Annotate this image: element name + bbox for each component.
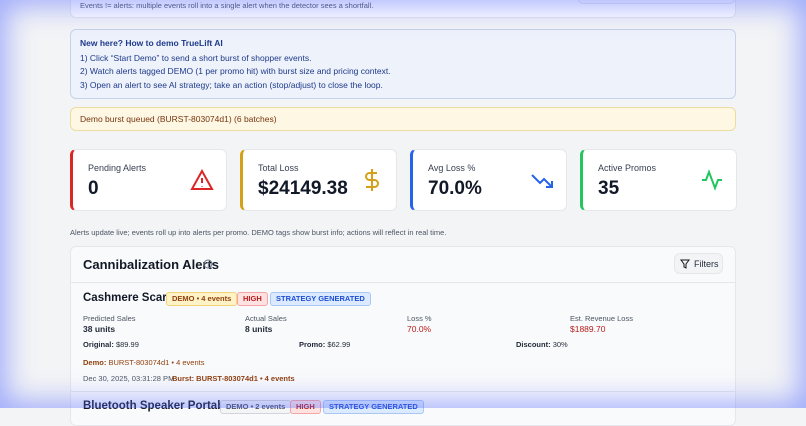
status-text: Demo burst queued (BURST-803074d1) (6 ba… xyxy=(80,114,277,124)
dollar-icon xyxy=(365,169,379,191)
metric-value: $1889.70 xyxy=(570,324,606,334)
stat-card: Pending Alerts 0 xyxy=(70,149,227,211)
badge: STRATEGY GENERATED xyxy=(270,292,371,306)
demo-value: BURST-803074d1 • 4 events xyxy=(108,358,205,367)
alert-name: Bluetooth Speaker Portable xyxy=(83,400,234,412)
price-value: $62.99 xyxy=(327,340,351,349)
stat-value: 0 xyxy=(88,178,99,199)
timestamp: Dec 30, 2025, 03:31:28 PM xyxy=(83,374,175,383)
top-button[interactable] xyxy=(578,0,735,4)
metric-label: Actual Sales xyxy=(245,314,287,323)
badge: HIGH xyxy=(237,292,268,306)
badge: DEMO • 2 events xyxy=(220,400,292,414)
metric-label: Predicted Sales xyxy=(83,314,136,323)
metric-value: 8 units xyxy=(245,324,273,334)
price-value: 30% xyxy=(552,340,568,349)
stat-label: Active Promos xyxy=(598,163,657,173)
divider xyxy=(70,282,736,283)
alerts-panel xyxy=(70,246,736,426)
stat-label: Avg Loss % xyxy=(428,163,476,173)
top-card xyxy=(70,0,736,18)
demo-label: Demo: xyxy=(83,358,107,367)
metric-value: 38 units xyxy=(83,324,116,334)
activity-icon xyxy=(702,169,722,191)
status-banner xyxy=(70,107,736,131)
demo-help xyxy=(70,29,736,99)
panel-title: Cannibalization Alerts xyxy=(83,257,220,272)
stat-label: Total Loss xyxy=(258,163,299,173)
metric-value: 70.0% xyxy=(407,324,432,334)
svg-text:?: ? xyxy=(206,262,210,268)
live-note: Alerts update live; events roll up into … xyxy=(70,228,447,237)
price-value: $89.99 xyxy=(115,340,139,349)
help-icon[interactable]: ? xyxy=(203,259,213,269)
badge: STRATEGY GENERATED xyxy=(323,400,424,414)
metric-label: Loss % xyxy=(407,314,432,323)
divider xyxy=(70,391,736,392)
demo-step: 3) Open an alert to see AI strategy; tak… xyxy=(80,80,383,90)
stat-value: 35 xyxy=(598,178,620,199)
stat-value: 70.0% xyxy=(428,178,482,199)
filters-label: Filters xyxy=(694,259,719,269)
filter-icon xyxy=(680,259,690,269)
burst-info: Burst: BURST-803074d1 • 4 events xyxy=(172,374,295,383)
filters-button[interactable] xyxy=(674,253,723,274)
trend-down-icon xyxy=(531,174,553,188)
stat-value: $24149.38 xyxy=(258,178,348,199)
warning-icon xyxy=(190,168,214,190)
demo-help-title: New here? How to demo TrueLift AI xyxy=(80,38,223,48)
price-label: Promo: xyxy=(299,340,326,349)
stat-card: Active Promos 35 xyxy=(580,149,737,211)
alert-name: Cashmere Scarf xyxy=(83,292,171,304)
top-note: Events != alerts: multiple events roll i… xyxy=(80,1,374,10)
stat-card: Total Loss $24149.38 xyxy=(240,149,397,211)
metric-label: Est. Revenue Loss xyxy=(570,314,633,323)
demo-step: 1) Click “Start Demo” to send a short bu… xyxy=(80,53,312,63)
price-label: Discount: xyxy=(516,340,551,349)
stat-card: Avg Loss % 70.0% xyxy=(410,149,567,211)
price-label: Original: xyxy=(83,340,114,349)
stat-label: Pending Alerts xyxy=(88,163,147,173)
demo-step: 2) Watch alerts tagged DEMO (1 per promo… xyxy=(80,66,391,76)
page: Events != alerts: multiple events roll i… xyxy=(70,0,737,426)
badge: HIGH xyxy=(290,400,321,414)
badge: DEMO • 4 events xyxy=(166,292,238,306)
